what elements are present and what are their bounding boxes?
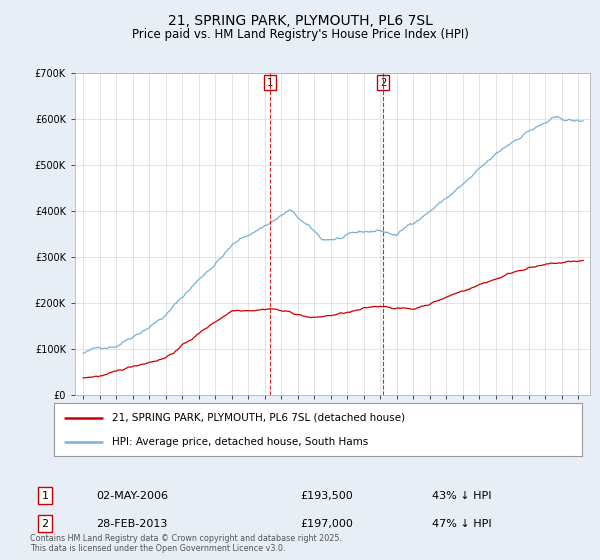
Text: 2: 2 [41,519,49,529]
Text: 21, SPRING PARK, PLYMOUTH, PL6 7SL: 21, SPRING PARK, PLYMOUTH, PL6 7SL [167,14,433,28]
Text: Contains HM Land Registry data © Crown copyright and database right 2025.
This d: Contains HM Land Registry data © Crown c… [30,534,342,553]
Text: 47% ↓ HPI: 47% ↓ HPI [432,519,491,529]
Text: 21, SPRING PARK, PLYMOUTH, PL6 7SL (detached house): 21, SPRING PARK, PLYMOUTH, PL6 7SL (deta… [112,413,405,423]
Text: 02-MAY-2006: 02-MAY-2006 [96,491,168,501]
Text: 43% ↓ HPI: 43% ↓ HPI [432,491,491,501]
Text: 1: 1 [267,78,274,87]
Text: 1: 1 [41,491,49,501]
Text: £197,000: £197,000 [300,519,353,529]
Text: Price paid vs. HM Land Registry's House Price Index (HPI): Price paid vs. HM Land Registry's House … [131,28,469,41]
Text: 28-FEB-2013: 28-FEB-2013 [96,519,167,529]
Text: 2: 2 [380,78,386,87]
Text: HPI: Average price, detached house, South Hams: HPI: Average price, detached house, Sout… [112,437,368,447]
Text: £193,500: £193,500 [300,491,353,501]
